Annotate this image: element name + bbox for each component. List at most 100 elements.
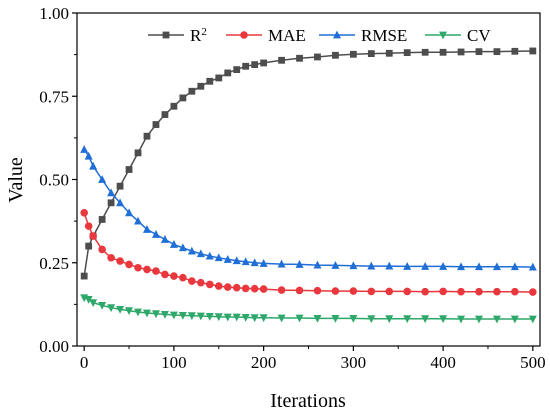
data-point-r: [161, 111, 169, 118]
data-point-mae: [179, 273, 187, 282]
data-point-r: [179, 94, 187, 102]
data-point-cv: [205, 312, 214, 321]
data-point-rmse: [232, 256, 241, 265]
data-point-r: [233, 66, 241, 74]
data-point-rmse: [492, 262, 501, 271]
x-tick-label: 300: [341, 353, 367, 372]
data-point-cv: [196, 312, 205, 321]
y-tick-label: 0.75: [39, 87, 69, 106]
data-point-rmse: [107, 188, 116, 197]
series-line-rmse: [83, 149, 533, 268]
data-point-rmse: [385, 261, 394, 270]
data-point-r: [493, 48, 501, 56]
legend-item-mae: MAE: [226, 26, 306, 45]
data-point-r: [170, 102, 178, 110]
data-point-mae: [84, 222, 93, 230]
series-r: [80, 47, 537, 280]
data-point-rmse: [178, 243, 187, 252]
series-line-cv: [83, 296, 533, 320]
data-point-mae: [313, 286, 322, 295]
data-point-r: [242, 62, 250, 70]
plot-border: [76, 12, 541, 347]
data-point-cv: [277, 314, 286, 323]
data-point-mae: [143, 265, 151, 274]
legend-label: CV: [467, 26, 491, 45]
data-point-rmse: [214, 253, 223, 262]
data-point-cv: [385, 315, 394, 324]
legend-label: RMSE: [361, 26, 407, 45]
data-point-mae: [188, 277, 196, 285]
data-point-mae: [529, 288, 537, 296]
data-point-cv: [439, 315, 448, 324]
data-point-r: [125, 166, 133, 173]
data-point-cv: [259, 314, 268, 323]
data-point-r: [107, 199, 115, 207]
data-point-rmse: [349, 261, 358, 270]
data-point-r: [143, 132, 151, 140]
data-point-r: [457, 48, 465, 56]
data-point-mae: [439, 287, 447, 296]
data-point-mae: [80, 209, 88, 217]
data-point-mae: [511, 287, 519, 296]
data-point-mae: [197, 278, 205, 287]
series-cv: [80, 294, 537, 324]
y-tick-label: 1.00: [39, 4, 69, 23]
data-point-rmse: [80, 145, 89, 153]
data-point-r: [85, 242, 93, 250]
data-point-cv: [349, 314, 358, 323]
legend-swatch-marker: [162, 31, 170, 39]
legend-swatch-marker: [439, 31, 447, 40]
data-point-rmse: [223, 255, 232, 263]
data-point-rmse: [313, 260, 322, 269]
data-point-r: [197, 82, 205, 90]
data-point-r: [367, 50, 375, 58]
data-point-cv: [403, 315, 412, 324]
data-point-rmse: [196, 249, 205, 258]
legend: R2 MAE RMSE CV: [148, 26, 491, 45]
data-point-mae: [214, 282, 223, 290]
data-point-cv: [457, 315, 466, 324]
data-point-cv: [313, 314, 322, 323]
x-tick-label: 500: [520, 353, 546, 372]
data-point-r: [314, 53, 321, 61]
data-point-rmse: [250, 258, 259, 267]
series-rmse: [80, 145, 537, 271]
data-point-rmse: [439, 262, 448, 270]
data-point-r: [332, 51, 339, 59]
series-line-mae: [83, 212, 533, 293]
data-point-r: [251, 61, 259, 69]
y-tick-label: 0.00: [39, 337, 69, 356]
data-point-cv: [232, 313, 241, 322]
data-point-mae: [349, 287, 358, 295]
data-point-cv: [492, 315, 501, 324]
data-point-r: [439, 48, 447, 56]
data-point-rmse: [528, 262, 537, 271]
series-mae: [80, 209, 537, 296]
data-point-r: [224, 69, 232, 77]
data-point-rmse: [295, 260, 304, 268]
data-point-r: [296, 54, 303, 62]
data-point-cv: [367, 315, 376, 324]
legend-label: MAE: [268, 26, 306, 45]
legend-swatch-marker: [240, 31, 248, 39]
data-point-cv: [295, 314, 304, 323]
data-point-mae: [457, 287, 465, 296]
data-point-mae: [250, 284, 259, 293]
y-tick-label: 0.50: [39, 171, 69, 190]
data-point-mae: [170, 272, 178, 280]
data-point-rmse: [98, 175, 107, 183]
data-point-rmse: [510, 262, 519, 271]
x-axis-title: Iterations: [270, 390, 346, 412]
legend-item-r: R2: [148, 26, 207, 45]
legend-item-cv: CV: [425, 26, 491, 45]
data-point-cv: [178, 311, 187, 320]
data-point-cv: [169, 311, 178, 320]
data-point-cv: [98, 301, 107, 310]
data-point-r: [511, 47, 519, 55]
data-point-mae: [89, 232, 97, 240]
data-point-r: [278, 56, 285, 64]
data-point-cv: [421, 315, 430, 324]
data-point-mae: [205, 280, 214, 289]
data-point-mae: [259, 285, 268, 293]
